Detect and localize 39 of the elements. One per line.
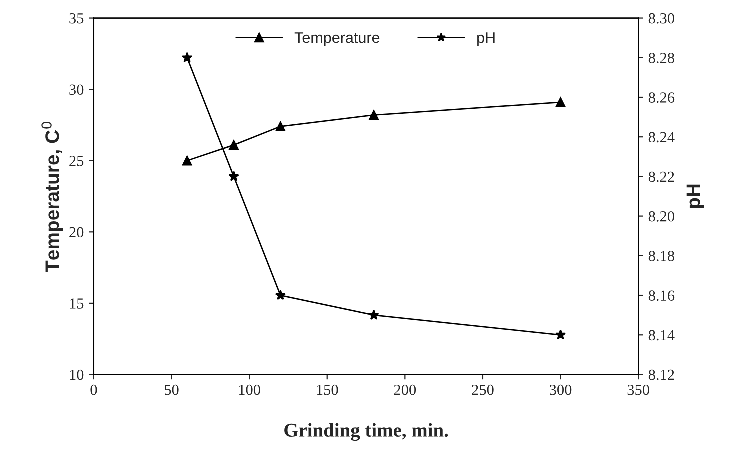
y2-tick-label: 8.30 bbox=[648, 13, 674, 24]
point bbox=[228, 171, 240, 182]
point bbox=[182, 52, 193, 63]
x-axis-title: Grinding time, min. bbox=[284, 423, 448, 442]
y-tick-label: 10 bbox=[70, 370, 84, 380]
point bbox=[369, 110, 379, 120]
x-tick-label: 100 bbox=[239, 384, 260, 396]
x-tick-label: 0 bbox=[90, 384, 98, 396]
point bbox=[182, 156, 192, 166]
y2-tick-label: 8.16 bbox=[648, 290, 675, 302]
x-tick-label: 350 bbox=[628, 384, 650, 396]
y2-tick-label: 8.24 bbox=[648, 132, 675, 143]
point bbox=[276, 122, 286, 132]
y2-tick-label: 8.22 bbox=[648, 172, 674, 182]
point bbox=[229, 140, 239, 150]
point bbox=[368, 310, 380, 320]
y2-tick-label: 8.20 bbox=[648, 211, 674, 222]
y2-tick-label: 8.14 bbox=[648, 330, 675, 341]
y-axis-title: Temperature, C$^{0}$ bbox=[42, 122, 64, 272]
y-tick-label: 35 bbox=[70, 13, 84, 24]
x-tick-label: 200 bbox=[394, 384, 416, 396]
y-tick-label: 25 bbox=[70, 156, 84, 166]
x-tick-label: 150 bbox=[317, 384, 338, 396]
point bbox=[555, 330, 566, 340]
legend-label: Temperature bbox=[294, 32, 380, 46]
point bbox=[275, 290, 286, 300]
y2-tick-label: 8.26 bbox=[648, 92, 675, 104]
point bbox=[556, 98, 566, 108]
y-tick-label: 15 bbox=[70, 298, 84, 309]
x-tick-label: 50 bbox=[165, 384, 179, 396]
y2-tick-label: 8.12 bbox=[648, 370, 674, 380]
y2-tick-label: 8.28 bbox=[648, 53, 674, 64]
legend-label: pH bbox=[478, 32, 495, 46]
y-tick-label: 20 bbox=[70, 227, 84, 238]
x-tick-label: 300 bbox=[550, 384, 572, 396]
x-tick-label: 250 bbox=[472, 384, 494, 396]
y2-tick-label: 8.18 bbox=[648, 251, 674, 262]
y-tick-label: 30 bbox=[70, 84, 84, 96]
y2-axis-title: pH bbox=[686, 184, 704, 208]
